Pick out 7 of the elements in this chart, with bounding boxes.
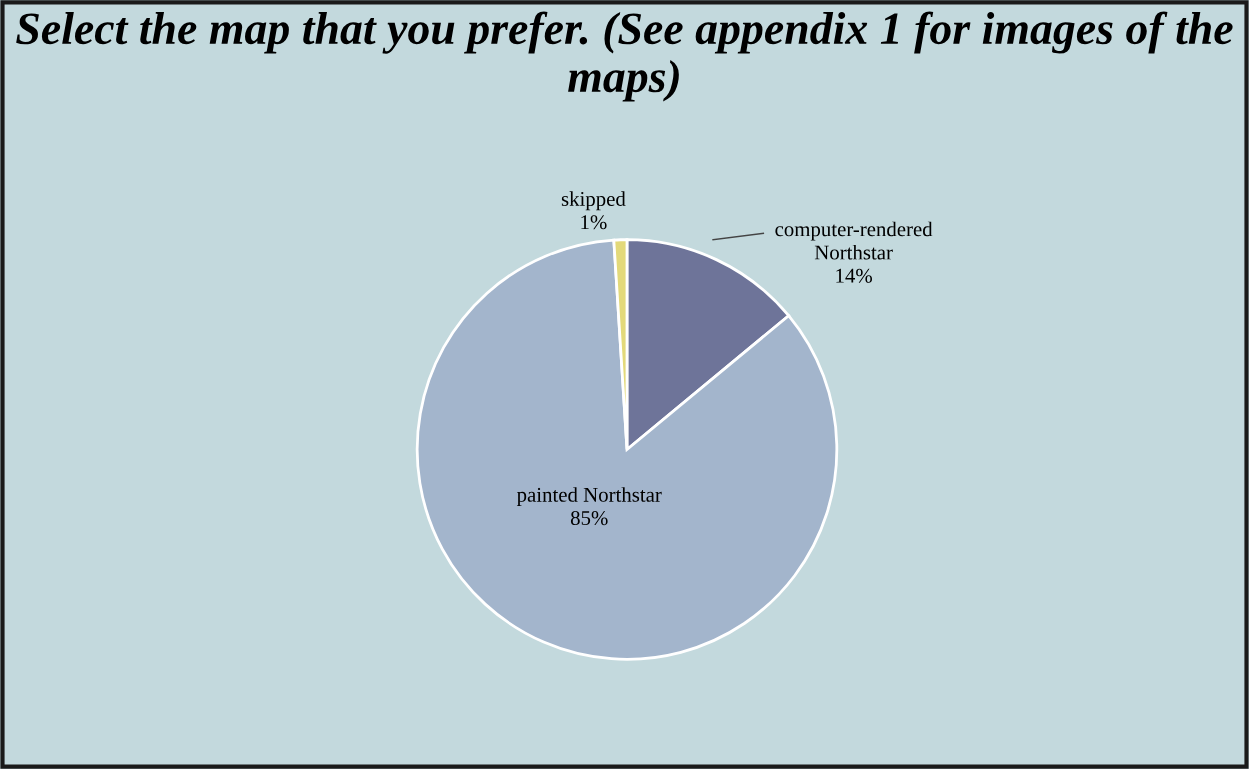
data-label: 14% — [836, 268, 872, 283]
chart-title: Select the map that you prefer. (See appendix 1 for images of the maps) — [16, 11, 1233, 102]
slice-label: painted Northstar — [516, 487, 662, 507]
data-label: 1% — [581, 215, 607, 230]
slice-label: skipped — [561, 191, 626, 211]
slice-label: computer-rendered Northstar — [775, 221, 933, 260]
data-label: 85% — [570, 511, 608, 526]
